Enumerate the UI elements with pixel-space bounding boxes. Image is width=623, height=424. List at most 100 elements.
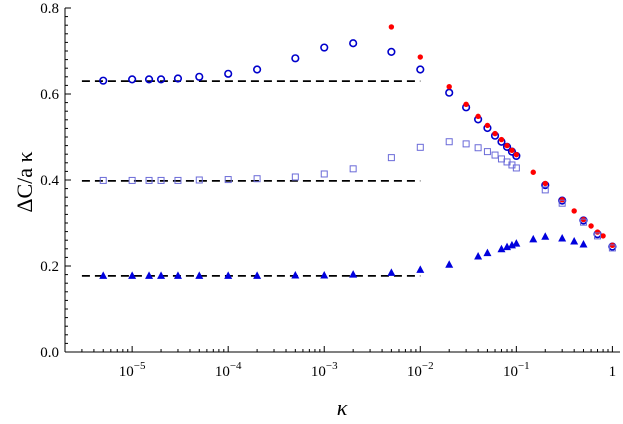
data-point-filled-circle [571, 208, 577, 214]
y-ticks: 0.0 0.2 0.4 0.6 0.8 [40, 1, 71, 361]
data-point-filled-triangle [224, 271, 233, 279]
data-point-filled-circle [498, 136, 505, 143]
data-point-filled-circle [542, 180, 548, 187]
data-point-filled-circle [492, 130, 498, 137]
data-point-open-circle [144, 75, 154, 84]
data-point-open-square [416, 143, 424, 151]
data-point-open-square [474, 144, 482, 152]
data-point-open-square [462, 140, 470, 148]
data-point-filled-triangle [99, 271, 108, 279]
data-point-open-square [483, 148, 491, 156]
data-point-open-square [128, 176, 136, 184]
data-point-open-square [291, 173, 299, 181]
y-tick-label: 0.6 [40, 87, 59, 103]
data-point-filled-triangle [145, 271, 154, 279]
data-point-open-square [195, 176, 203, 184]
data-point-open-circle [253, 65, 262, 74]
x-tick-label: 10−1 [503, 360, 530, 380]
y-tick-label: 0.4 [40, 173, 59, 189]
data-point-open-circle [416, 65, 425, 74]
series-0 [99, 39, 617, 251]
data-point-open-circle [445, 88, 454, 97]
data-point-open-circle [195, 72, 204, 81]
data-point-open-circle [99, 76, 108, 85]
data-point-open-square [145, 176, 153, 184]
y-tick-label: 0.2 [40, 259, 59, 275]
data-point-filled-triangle [387, 268, 396, 276]
data-point-open-square [608, 244, 616, 252]
series-layer [99, 24, 617, 279]
data-point-filled-circle [504, 142, 510, 149]
x-axis-title: κ [337, 395, 348, 420]
series-2 [99, 138, 616, 252]
data-point-open-circle [320, 43, 329, 52]
data-point-filled-triangle [529, 234, 538, 243]
data-point-open-circle [173, 74, 183, 83]
data-point-filled-circle [475, 113, 481, 120]
data-point-filled-circle [446, 83, 452, 90]
data-point-filled-circle [463, 101, 469, 108]
data-point-filled-circle [513, 151, 520, 158]
data-point-open-square [445, 138, 453, 146]
data-point-open-square [579, 218, 587, 226]
data-point-open-square [320, 170, 328, 178]
data-point-filled-circle [388, 24, 395, 30]
data-point-filled-triangle [579, 240, 588, 248]
series-3 [99, 232, 588, 279]
data-point-open-circle [156, 75, 166, 84]
data-point-open-square [174, 176, 182, 184]
data-point-open-circle [387, 47, 396, 56]
data-point-filled-triangle [416, 265, 425, 273]
data-point-filled-triangle [497, 244, 506, 253]
data-point-open-square [541, 186, 549, 194]
data-point-filled-circle [600, 233, 606, 239]
data-point-open-square [558, 199, 566, 207]
data-point-filled-circle [509, 147, 515, 154]
data-point-filled-circle [484, 122, 491, 129]
data-point-filled-triangle [173, 271, 182, 279]
data-point-filled-triangle [483, 248, 492, 257]
data-point-open-square [594, 232, 602, 240]
data-point-open-circle [128, 75, 137, 84]
data-point-filled-triangle [474, 252, 483, 260]
data-point-filled-triangle [195, 271, 204, 279]
data-point-open-square [349, 165, 357, 173]
data-point-filled-triangle [445, 260, 454, 268]
data-point-open-square [224, 176, 232, 184]
data-point-filled-circle [417, 54, 423, 60]
y-tick-label: 0.0 [40, 345, 59, 361]
x-tick-label: 10−2 [407, 360, 434, 380]
data-point-open-square [253, 175, 261, 183]
data-point-filled-triangle [320, 270, 329, 279]
data-point-filled-circle [530, 169, 536, 175]
data-point-filled-triangle [512, 239, 521, 247]
x-tick-label: 10−3 [311, 360, 338, 380]
data-point-open-circle [349, 39, 358, 48]
data-point-open-square [512, 164, 520, 172]
data-point-filled-triangle [157, 271, 166, 279]
data-point-filled-triangle [253, 271, 262, 279]
x-tick-label: 10−4 [215, 360, 242, 380]
data-point-open-square [99, 176, 107, 184]
y-axis-title: ΔC/a κ [12, 151, 37, 212]
x-ticks: 10−5 10−4 10−3 10−2 10−1 1 [64, 346, 617, 380]
data-point-filled-triangle [558, 233, 567, 242]
data-point-filled-triangle [128, 271, 137, 279]
data-point-open-square [491, 151, 499, 159]
data-point-open-square [157, 176, 165, 184]
data-point-filled-circle [588, 223, 594, 229]
reference-lines [81, 80, 421, 277]
data-point-filled-circle [594, 229, 601, 235]
data-point-filled-triangle [541, 232, 550, 240]
data-point-open-circle [291, 54, 300, 63]
data-point-filled-triangle [570, 236, 579, 245]
series-1 [388, 24, 616, 249]
data-point-open-square [387, 154, 395, 162]
x-tick-label: 1 [609, 364, 617, 380]
x-tick-label: 10−5 [119, 360, 146, 380]
data-point-filled-triangle [291, 270, 300, 279]
y-tick-label: 0.8 [40, 1, 59, 17]
data-point-open-circle [224, 69, 233, 78]
data-point-filled-triangle [349, 270, 358, 278]
